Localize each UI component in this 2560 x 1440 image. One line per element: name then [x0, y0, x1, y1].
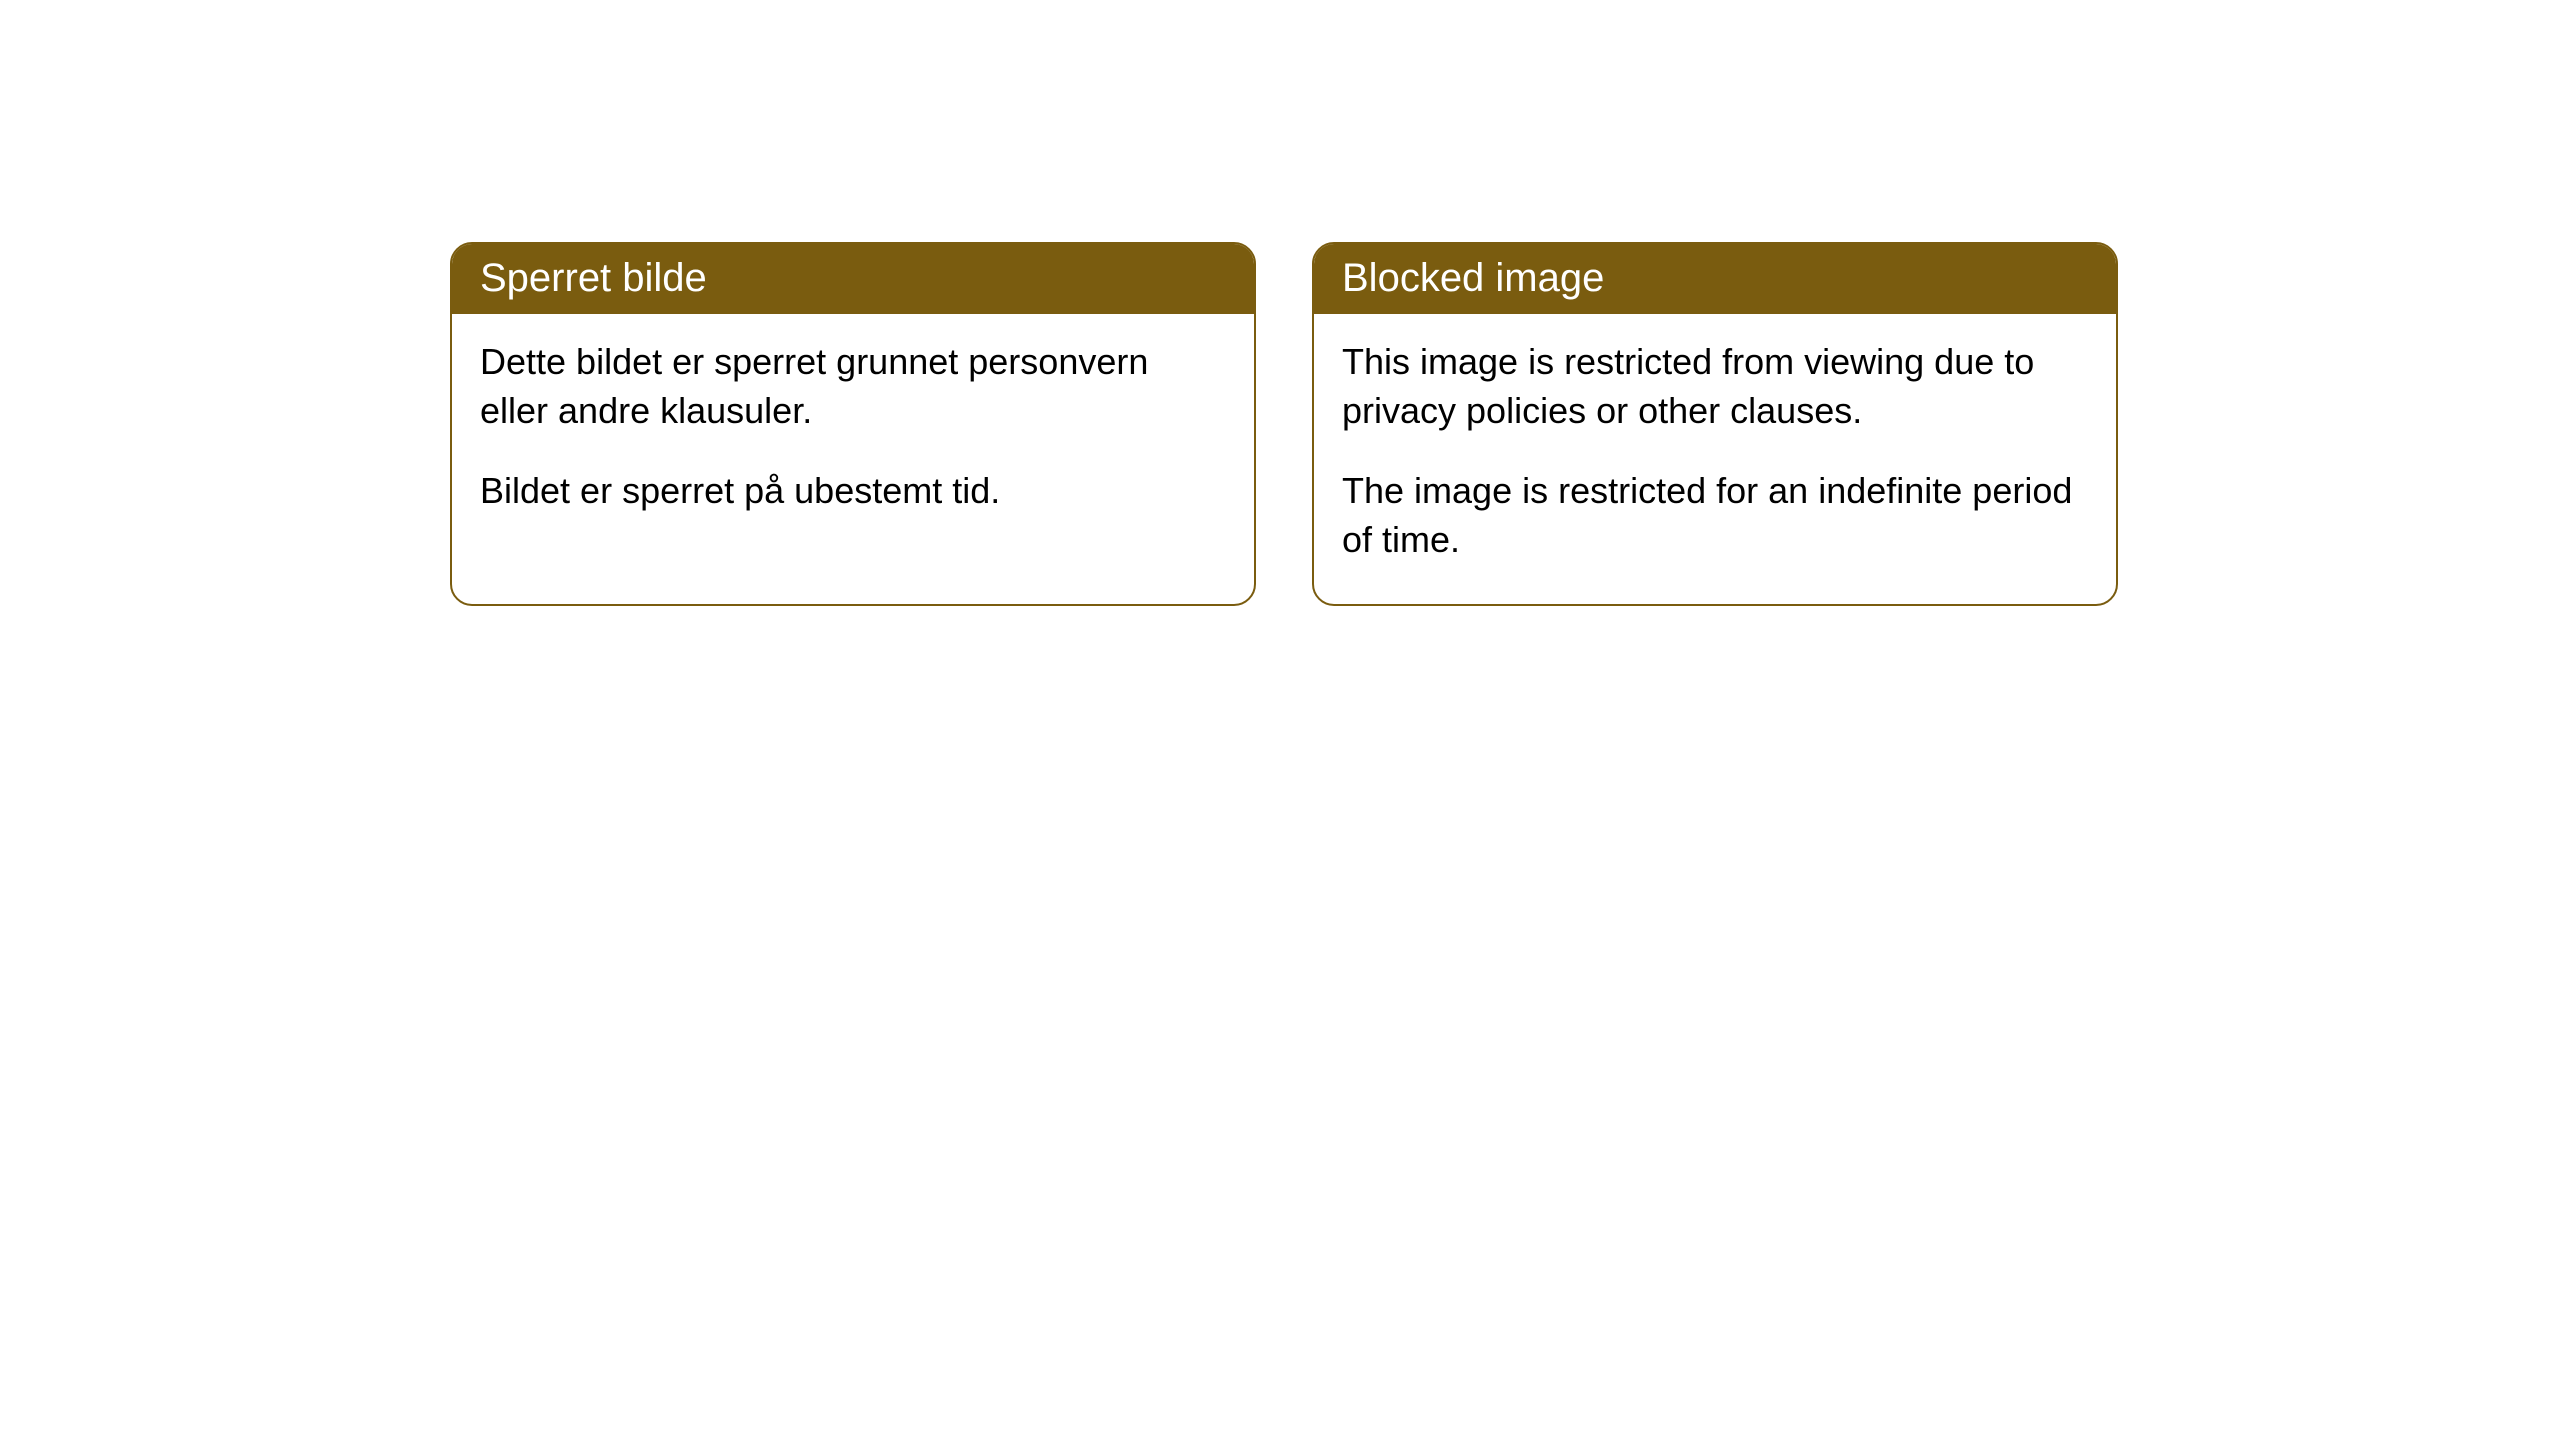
card-paragraph-2: Bildet er sperret på ubestemt tid.	[480, 467, 1226, 516]
card-header: Sperret bilde	[452, 244, 1254, 314]
card-paragraph-1: This image is restricted from viewing du…	[1342, 338, 2088, 435]
card-header: Blocked image	[1314, 244, 2116, 314]
card-paragraph-2: The image is restricted for an indefinit…	[1342, 467, 2088, 564]
cards-container: Sperret bilde Dette bildet er sperret gr…	[0, 0, 2560, 606]
card-paragraph-1: Dette bildet er sperret grunnet personve…	[480, 338, 1226, 435]
blocked-image-card-norwegian: Sperret bilde Dette bildet er sperret gr…	[450, 242, 1256, 606]
card-body: Dette bildet er sperret grunnet personve…	[452, 314, 1254, 556]
card-body: This image is restricted from viewing du…	[1314, 314, 2116, 604]
blocked-image-card-english: Blocked image This image is restricted f…	[1312, 242, 2118, 606]
